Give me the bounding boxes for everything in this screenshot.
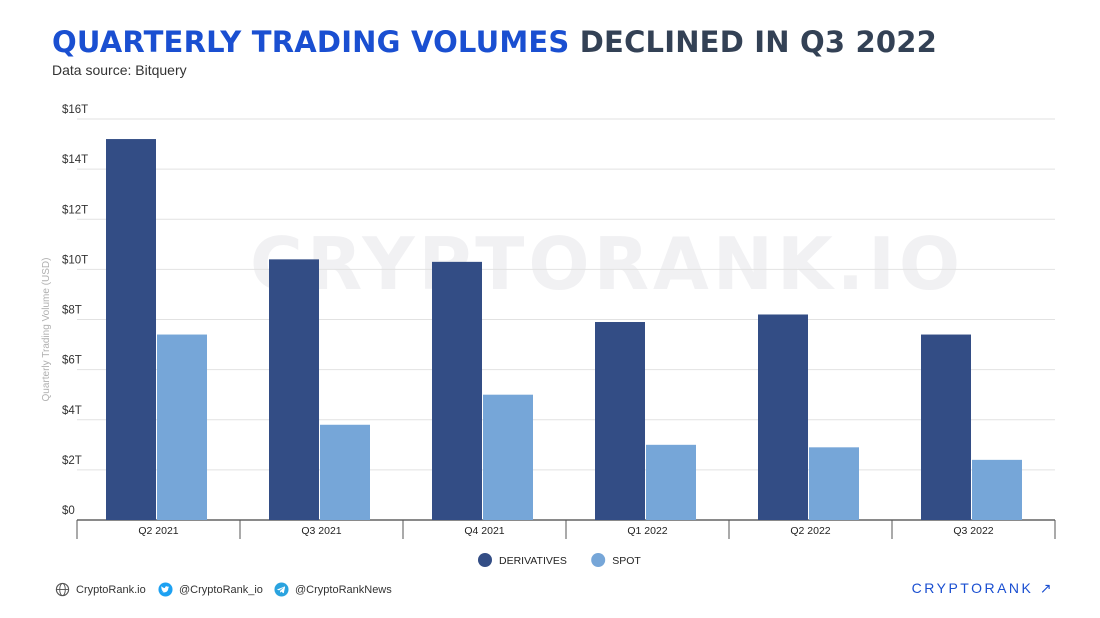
legend-marker-spot [591,553,606,567]
bar-spot-q3-2021 [320,424,370,520]
y-tick-label: $16T [62,104,88,116]
legend-label-derivatives: DERIVATIVES [499,555,567,567]
x-tick-label: Q4 2021 [464,525,504,537]
y-tick-label: $4T [62,405,82,417]
x-tick-label: Q3 2022 [953,525,993,537]
brand-logo[interactable]: CRYPTORANK ↗ [911,580,1054,596]
y-tick-label: $10T [62,254,88,266]
footer-telegram[interactable]: @CryptoRankNews [274,582,392,597]
bar-derivatives-q1-2022 [595,322,645,520]
bar-spot-q3-2022 [972,459,1022,520]
bar-spot-q4-2021 [483,394,533,520]
x-tick-label: Q1 2022 [627,525,667,537]
bar-spot-q1-2022 [646,444,696,520]
footer-website[interactable]: CryptoRank.io [55,582,146,597]
title-rest: DECLINED IN Q3 2022 [579,25,938,59]
telegram-icon [274,582,289,597]
bar-spot-q2-2021 [157,334,207,520]
y-tick-label: $14T [62,154,88,166]
bar-spot-q2-2022 [809,447,859,520]
footer-twitter-label: @CryptoRank_io [179,583,263,596]
bar-derivatives-q3-2021 [269,259,319,520]
legend-marker-derivatives [478,553,492,567]
footer-website-label: CryptoRank.io [76,583,146,596]
globe-icon [55,582,70,597]
chart-subtitle: Data source: Bitquery [52,62,187,78]
x-tick-label: Q2 2021 [138,525,178,537]
y-tick-label: $6T [62,355,82,367]
y-tick-label: $8T [62,305,82,317]
y-axis-label: Quarterly Trading Volume (USD) [41,258,52,402]
bar-derivatives-q2-2022 [758,314,808,520]
chart-title: QUARTERLY TRADING VOLUMES DECLINED IN Q3… [52,22,937,62]
bar-derivatives-q4-2021 [432,261,482,520]
twitter-icon [158,582,173,597]
y-tick-label: $2T [62,455,82,467]
y-tick-label: $12T [62,204,88,216]
x-tick-label: Q2 2022 [790,525,830,537]
x-tick-label: Q3 2021 [301,525,341,537]
title-accent: QUARTERLY TRADING VOLUMES [52,25,570,59]
footer-telegram-label: @CryptoRankNews [295,583,392,596]
bar-derivatives-q2-2021 [106,139,156,521]
y-tick-label: $0 [62,505,75,517]
legend-label-spot: SPOT [612,555,641,567]
bar-derivatives-q3-2022 [921,334,971,520]
footer-twitter[interactable]: @CryptoRank_io [158,582,263,597]
